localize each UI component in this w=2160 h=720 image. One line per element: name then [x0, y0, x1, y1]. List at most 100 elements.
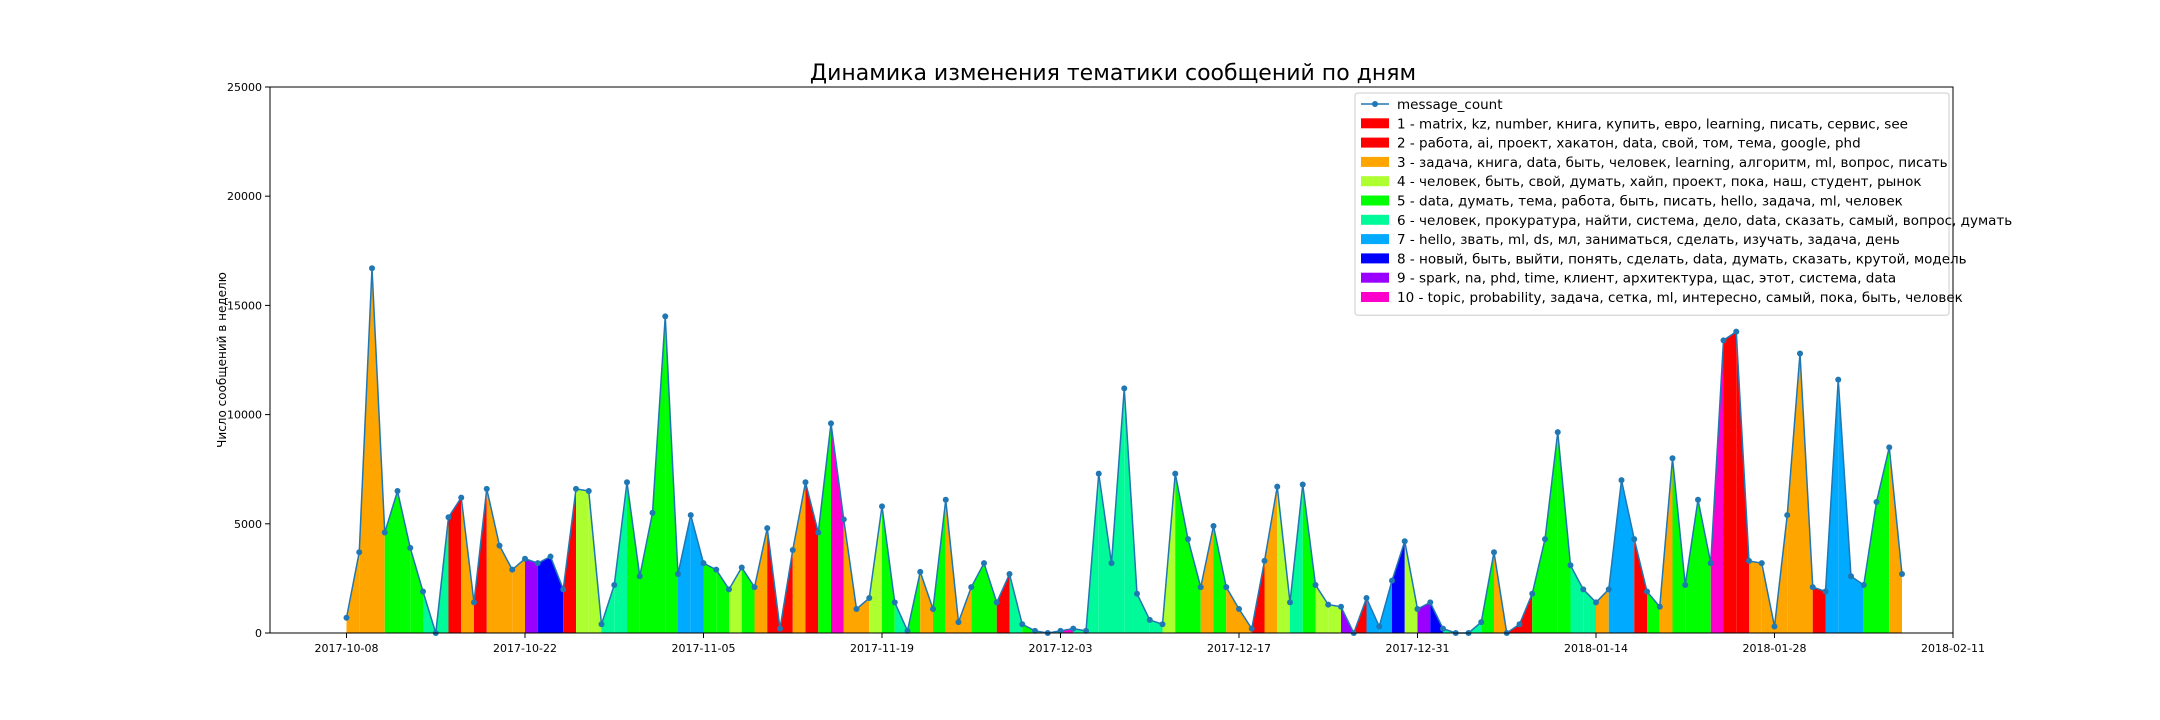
topic-area-segment — [537, 556, 551, 633]
legend-swatch — [1361, 176, 1389, 187]
topic-area-segment — [1137, 593, 1150, 633]
message-count-point — [1414, 605, 1421, 612]
message-count-point — [981, 560, 987, 567]
message-count-point — [1771, 623, 1778, 630]
message-count-point — [560, 586, 567, 593]
topic-areas — [346, 268, 1902, 633]
y-tick-label: 20000 — [227, 190, 262, 203]
legend-swatch — [1361, 156, 1389, 167]
message-count-point — [1758, 560, 1765, 567]
x-tick-label: 2017-10-08 — [315, 642, 379, 655]
message-count-point — [1146, 616, 1153, 623]
message-count-point — [1006, 571, 1013, 578]
topic-area-segment — [690, 515, 704, 633]
message-count-point — [1236, 605, 1242, 612]
message-count-point — [1338, 603, 1344, 610]
legend-label: 2 - работа, ai, проект, хакатон, data, с… — [1397, 136, 1861, 152]
topic-area-segment — [1685, 499, 1698, 633]
topic-area-segment — [741, 567, 755, 633]
message-count-point — [356, 549, 363, 556]
legend-label: 1 - matrix, kz, number, книга, купить, е… — [1397, 116, 1908, 132]
topic-area-segment — [1188, 539, 1201, 633]
topic-area-segment — [1570, 565, 1584, 633]
topic-area-segment — [1545, 432, 1558, 633]
message-count-point — [891, 599, 898, 606]
topic-area-segment — [448, 497, 462, 633]
message-count-point — [420, 588, 426, 595]
message-count-point — [930, 605, 936, 612]
topic-area-segment — [461, 497, 474, 633]
message-count-point — [1478, 619, 1485, 626]
topic-area-segment — [1583, 589, 1596, 633]
message-count-point — [483, 485, 490, 492]
message-count-point — [904, 627, 911, 634]
topic-area-segment — [792, 482, 806, 633]
message-count-point — [1197, 584, 1204, 591]
message-count-point — [1682, 581, 1689, 588]
message-count-point — [713, 566, 720, 573]
topic-area-segment — [486, 488, 500, 633]
message-count-point — [1312, 581, 1319, 588]
message-count-point — [509, 566, 516, 573]
message-count-point — [471, 599, 477, 606]
message-count-point — [1529, 590, 1536, 597]
message-count-point — [1134, 590, 1140, 597]
topic-area-segment — [1264, 486, 1278, 633]
message-count-point — [381, 529, 388, 536]
message-count-point — [1248, 625, 1255, 632]
legend-label: 7 - hello, звать, ml, ds, мл, заниматься… — [1397, 232, 1900, 248]
topic-area-segment — [1672, 458, 1686, 633]
message-count-point — [369, 265, 375, 272]
message-count-point — [1809, 584, 1816, 591]
legend-label: 4 - человек, быть, свой, думать, хайп, п… — [1397, 174, 1922, 190]
message-count-point — [1172, 470, 1179, 477]
topic-area-segment — [1838, 379, 1851, 633]
legend-swatch — [1361, 272, 1389, 283]
topic-area-segment — [410, 547, 423, 633]
topic-area-segment — [920, 571, 933, 633]
plot-frame — [269, 86, 1954, 634]
topic-area-segment — [882, 506, 895, 633]
x-tick-label: 2017-12-17 — [1207, 642, 1271, 655]
topic-area-segment — [1787, 353, 1800, 633]
topic-area-segment — [499, 545, 513, 633]
message-count-point — [1427, 599, 1434, 606]
message-count-point — [1784, 512, 1791, 519]
message-count-point — [1019, 621, 1026, 628]
message-count-point — [573, 485, 579, 492]
x-tick-label: 2017-11-05 — [672, 642, 736, 655]
topic-area-segment — [639, 512, 653, 633]
message-count-point — [1440, 625, 1446, 632]
topic-area-segment — [1596, 589, 1609, 633]
message-count-point — [993, 599, 1000, 606]
topic-area-segment — [805, 482, 819, 633]
message-count-point — [1669, 455, 1676, 462]
topic-area-segment — [1647, 591, 1660, 633]
message-count-point — [764, 525, 771, 532]
legend-swatch — [1361, 214, 1389, 225]
topic-area-segment — [843, 519, 857, 633]
message-count-point — [1605, 586, 1612, 593]
message-count-point — [1389, 577, 1395, 584]
topic-area-segment — [1634, 539, 1647, 633]
y-tick-label: 25000 — [227, 81, 262, 94]
message-count-point — [942, 496, 949, 503]
topic-area-segment — [678, 515, 691, 633]
topic-area-segment — [1723, 331, 1737, 633]
message-count-point — [1886, 444, 1893, 451]
message-count-point — [1733, 328, 1740, 335]
topic-area-segment — [550, 556, 564, 633]
topic-area-segment — [1889, 447, 1902, 633]
legend-swatch — [1361, 253, 1389, 264]
message-count-point — [662, 313, 669, 320]
message-count-point — [1631, 536, 1638, 543]
topic-area-segment — [397, 491, 411, 633]
topic-area-segment — [474, 488, 487, 633]
legend-swatch — [1361, 195, 1389, 206]
message-count-point — [496, 542, 503, 549]
topic-area-segment — [1532, 539, 1545, 633]
topic-area-segment — [1736, 331, 1749, 633]
x-tick-label: 2018-02-11 — [1921, 642, 1985, 655]
